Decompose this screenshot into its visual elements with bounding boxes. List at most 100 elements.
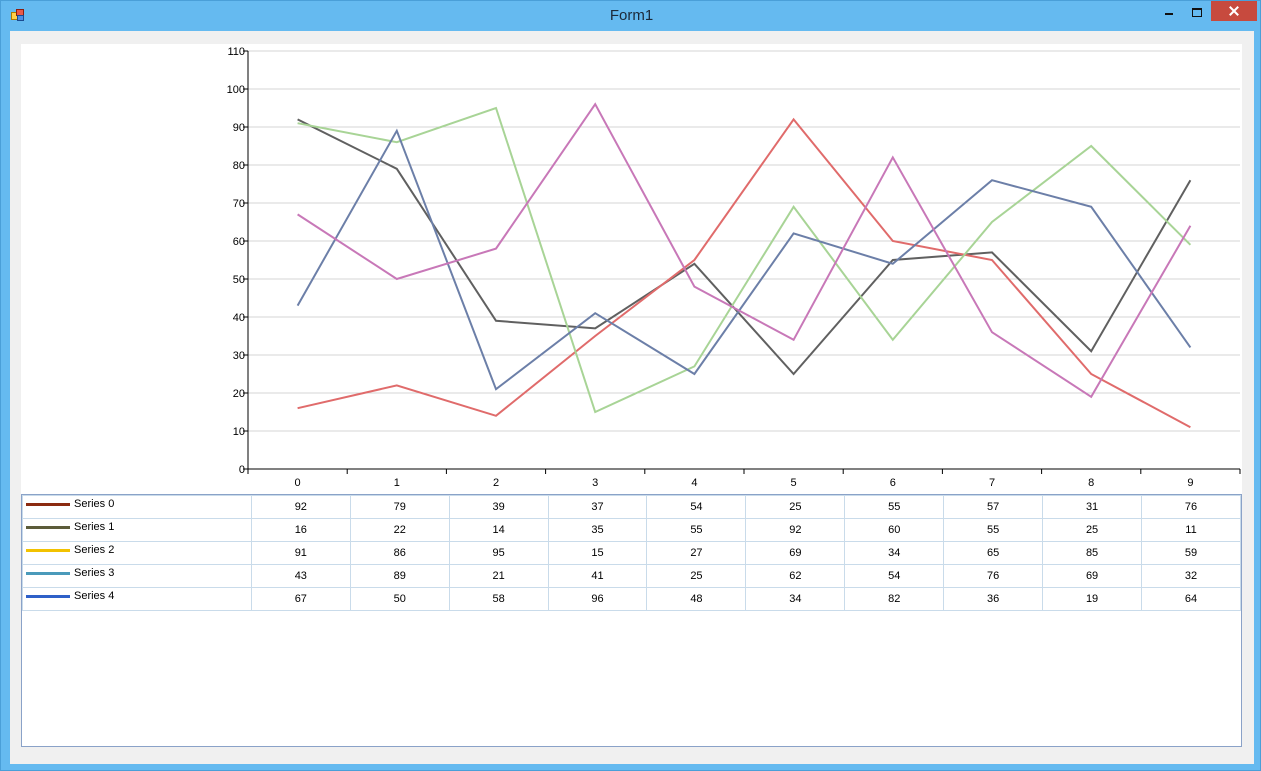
window-title: Form1 [609, 7, 654, 24]
value-cell: 43 [250, 564, 351, 588]
table-row: Series 0 92 79 39 37 54 25 55 57 31 76 [22, 495, 1241, 519]
y-tick-label: 10 [233, 426, 245, 438]
x-tick-label: 8 [1088, 477, 1094, 489]
value-cell: 54 [844, 564, 945, 588]
legend-label: Series 0 [74, 498, 115, 511]
y-tick-label: 50 [233, 274, 245, 286]
x-tick-label: 7 [989, 477, 995, 489]
series-line-1 [297, 117, 1191, 429]
legend-swatch [26, 525, 70, 529]
value-cell: 25 [745, 495, 846, 519]
value-cell: 16 [250, 518, 351, 542]
value-cell: 34 [745, 587, 846, 611]
maximize-button[interactable] [1183, 1, 1211, 23]
value-cell: 41 [547, 564, 648, 588]
value-cell: 32 [1141, 564, 1241, 588]
x-tick-label: 3 [592, 477, 598, 489]
table-row: Series 2 91 86 95 15 27 69 34 65 85 59 [22, 541, 1241, 565]
value-cell: 48 [646, 587, 747, 611]
value-cell: 50 [349, 587, 450, 611]
value-cell: 34 [844, 541, 945, 565]
value-cell: 15 [547, 541, 648, 565]
value-cell: 69 [745, 541, 846, 565]
value-cell: 67 [250, 587, 351, 611]
x-tick-label: 5 [791, 477, 797, 489]
value-cell: 76 [943, 564, 1044, 588]
legend-swatch [26, 502, 70, 506]
value-cell: 37 [547, 495, 648, 519]
y-tick-label: 100 [227, 84, 245, 96]
value-cell: 65 [943, 541, 1044, 565]
value-cell: 19 [1042, 587, 1143, 611]
value-cell: 82 [844, 587, 945, 611]
x-tick-label: 1 [394, 477, 400, 489]
value-cell: 36 [943, 587, 1044, 611]
legend-cell: Series 0 [22, 495, 252, 519]
value-cell: 25 [646, 564, 747, 588]
value-cell: 57 [943, 495, 1044, 519]
value-cell: 54 [646, 495, 747, 519]
legend-cell: Series 4 [22, 587, 252, 611]
legend-swatch [26, 571, 70, 575]
close-button[interactable] [1211, 1, 1257, 21]
value-cell: 39 [448, 495, 549, 519]
value-cell: 22 [349, 518, 450, 542]
series-values-table: Series 0 92 79 39 37 54 25 55 57 31 76 Series 1 16 22… [22, 495, 1241, 611]
legend-cell: Series 3 [22, 564, 252, 588]
series-line-3 [296, 128, 1192, 391]
table-row: Series 4 67 50 58 96 48 34 82 36 19 64 [22, 587, 1241, 611]
value-cell: 31 [1042, 495, 1143, 519]
value-cell: 85 [1042, 541, 1143, 565]
value-cell: 95 [448, 541, 549, 565]
legend-label: Series 2 [74, 544, 115, 557]
value-cell: 64 [1141, 587, 1241, 611]
value-cell: 62 [745, 564, 846, 588]
legend-label: Series 1 [74, 521, 115, 534]
series-line-2 [297, 106, 1192, 414]
y-tick-label: 0 [239, 464, 245, 476]
x-tick-label: 4 [691, 477, 697, 489]
x-tick-label: 0 [295, 477, 301, 489]
legend-swatch [26, 594, 70, 598]
value-cell: 89 [349, 564, 450, 588]
y-tick-label: 70 [233, 198, 245, 210]
chart-data-table: Series 0 92 79 39 37 54 25 55 57 31 76 Series 1 16 22… [21, 494, 1242, 747]
value-cell: 11 [1141, 518, 1241, 542]
y-tick-label: 80 [233, 160, 245, 172]
y-tick-label: 30 [233, 350, 245, 362]
value-cell: 55 [844, 495, 945, 519]
table-row: Series 1 16 22 14 35 55 92 60 55 25 11 [22, 518, 1241, 542]
y-tick-label: 20 [233, 388, 245, 400]
value-cell: 92 [745, 518, 846, 542]
table-row: Series 3 43 89 21 41 25 62 54 76 69 32 [22, 564, 1241, 588]
value-cell: 69 [1042, 564, 1143, 588]
value-cell: 55 [943, 518, 1044, 542]
legend-cell: Series 1 [22, 518, 252, 542]
x-tick-label: 6 [890, 477, 896, 489]
legend-swatch [26, 548, 70, 552]
value-cell: 96 [547, 587, 648, 611]
title-bar[interactable]: Form1 [1, 1, 1261, 31]
value-cell: 25 [1042, 518, 1143, 542]
value-cell: 58 [448, 587, 549, 611]
value-cell: 21 [448, 564, 549, 588]
value-cell: 79 [349, 495, 450, 519]
value-cell: 92 [250, 495, 351, 519]
value-cell: 86 [349, 541, 450, 565]
value-cell: 76 [1141, 495, 1241, 519]
value-cell: 60 [844, 518, 945, 542]
minimize-button[interactable] [1155, 1, 1183, 23]
value-cell: 59 [1141, 541, 1241, 565]
value-cell: 35 [547, 518, 648, 542]
value-cell: 14 [448, 518, 549, 542]
legend-label: Series 4 [74, 590, 115, 603]
app-icon[interactable] [11, 9, 25, 21]
value-cell: 27 [646, 541, 747, 565]
legend-cell: Series 2 [22, 541, 252, 565]
y-tick-label: 90 [233, 122, 245, 134]
series-line-4 [297, 102, 1192, 399]
series-line-0 [297, 118, 1192, 376]
value-cell: 91 [250, 541, 351, 565]
chart-svg: 0 10 20 30 40 50 60 70 80 90 100 110 0 1 2 3 4 5 6 7 8 9 [227, 46, 1241, 489]
